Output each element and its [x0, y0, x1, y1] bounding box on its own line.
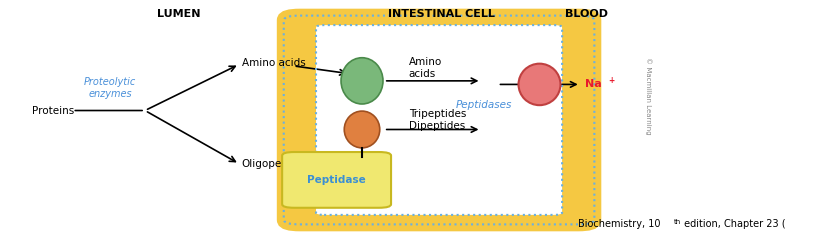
Text: INTESTINAL CELL: INTESTINAL CELL: [388, 8, 495, 18]
Text: © Macmillan Learning: © Macmillan Learning: [645, 57, 652, 135]
Text: Peptidase: Peptidase: [306, 175, 366, 185]
Text: BLOOD: BLOOD: [565, 8, 608, 18]
Ellipse shape: [344, 111, 380, 148]
FancyBboxPatch shape: [282, 152, 391, 208]
Text: +: +: [608, 76, 615, 85]
Text: Amino
acids: Amino acids: [409, 57, 442, 79]
Text: Na: Na: [585, 79, 602, 89]
Text: th: th: [673, 219, 681, 225]
Text: Biochemistry, 10: Biochemistry, 10: [578, 219, 661, 229]
Text: Tripeptides
Dipeptides: Tripeptides Dipeptides: [409, 109, 466, 131]
Text: Proteolytic
enzymes: Proteolytic enzymes: [84, 77, 136, 99]
Text: Peptidases: Peptidases: [456, 100, 512, 110]
Text: Amino acids: Amino acids: [242, 58, 306, 68]
Ellipse shape: [518, 64, 561, 105]
Text: Proteins: Proteins: [32, 106, 74, 115]
Text: Oligopeptides: Oligopeptides: [242, 159, 315, 169]
FancyBboxPatch shape: [316, 25, 562, 215]
Text: LUMEN: LUMEN: [157, 8, 200, 18]
Ellipse shape: [341, 58, 383, 104]
Text: edition, Chapter 23 (: edition, Chapter 23 (: [681, 219, 786, 229]
FancyBboxPatch shape: [284, 16, 594, 224]
